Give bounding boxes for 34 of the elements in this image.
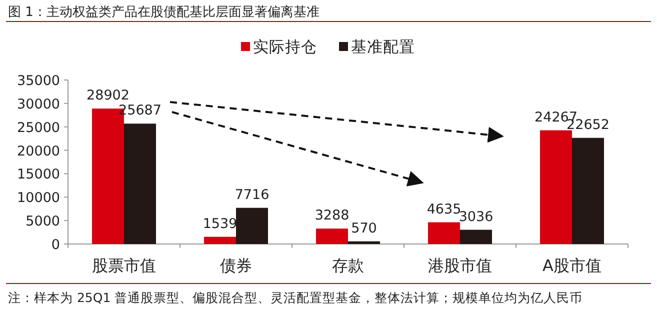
legend-label: 实际持仓 <box>253 38 317 56</box>
legend-label: 基准配置 <box>351 38 415 56</box>
data-label: 570 <box>351 220 377 236</box>
data-label: 3036 <box>458 208 494 225</box>
data-label: 3288 <box>314 208 350 224</box>
bar <box>124 124 156 244</box>
y-tick-label: 15000 <box>17 166 60 183</box>
text: 注：样本为 25Q1 普通股票型、偏股混合型、灵活配置型基金，整体法计算；规模单位均为亿人民币 <box>8 289 584 307</box>
bar <box>316 228 348 244</box>
data-label: 25687 <box>118 102 162 119</box>
chart-title: 图 1：主动权益类产品在股债配基比层面显著偏离基准 <box>8 4 320 21</box>
x-tick-label: 港股市值 <box>428 256 492 275</box>
y-tick-label: 5000 <box>26 214 60 230</box>
bar <box>236 208 268 244</box>
y-tick-label: 10000 <box>17 190 60 206</box>
data-label: 28902 <box>86 88 130 104</box>
bar <box>428 222 460 244</box>
y-tick-label: 25000 <box>17 120 60 136</box>
y-tick-label: 30000 <box>17 96 60 112</box>
data-label: 7716 <box>234 186 270 203</box>
data-label: 1539 <box>202 216 238 232</box>
x-tick-label: 债券 <box>220 256 252 275</box>
x-tick-label: 股票市值 <box>92 256 156 275</box>
y-tick-label: 35000 <box>17 73 60 89</box>
bar <box>540 130 572 244</box>
bar <box>572 138 604 244</box>
bar <box>204 236 236 244</box>
y-tick-label: 0 <box>51 237 60 253</box>
bar <box>348 241 380 244</box>
x-tick-label: 存款 <box>332 256 364 275</box>
x-tick-label: A股市值 <box>542 256 602 275</box>
data-label: 4635 <box>426 201 462 218</box>
y-tick-label: 20000 <box>17 143 60 160</box>
bar <box>460 230 492 244</box>
